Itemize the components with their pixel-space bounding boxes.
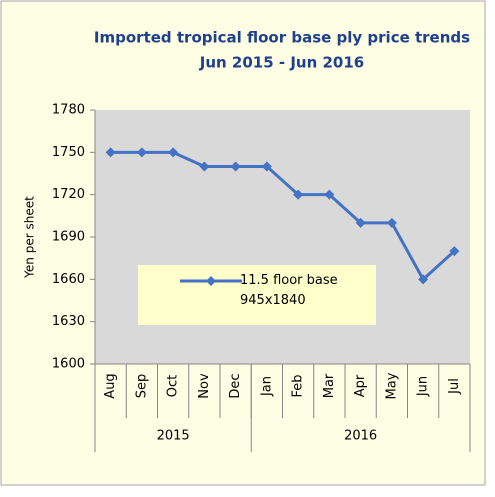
- legend-swatch: [180, 276, 242, 286]
- y-tick-label: 1660: [52, 272, 85, 287]
- data-point: [418, 274, 429, 285]
- y-tick-label: 1780: [52, 103, 85, 118]
- y-axis-label: Yen per sheet: [23, 196, 37, 279]
- series-line: [110, 150, 456, 282]
- x-tick-label: Oct: [166, 375, 181, 397]
- x-tick-label: Dec: [228, 373, 243, 398]
- y-tick-label: 1750: [52, 145, 85, 160]
- y-tick-label: 1690: [52, 230, 85, 245]
- x-tick-label: Feb: [291, 374, 306, 397]
- x-tick-label: Aug: [103, 373, 118, 398]
- x-tick-label: Sep: [134, 374, 149, 399]
- x-tick-label: Jan: [259, 376, 274, 397]
- legend: 11.5 floor base 945x1840: [138, 265, 376, 325]
- data-point: [168, 147, 179, 158]
- data-point: [261, 161, 272, 172]
- group-label: 2016: [344, 429, 377, 444]
- legend-label: 11.5 floor base 945x1840: [240, 273, 338, 308]
- data-point: [293, 189, 304, 200]
- plot-area: [95, 110, 470, 364]
- x-tick-label: Jun: [416, 376, 431, 397]
- data-point: [386, 217, 397, 228]
- x-tick-label: Apr: [353, 374, 368, 397]
- y-tick-label: 1720: [52, 187, 85, 202]
- y-tick-label: 1600: [52, 357, 85, 372]
- x-tick-label: Nov: [197, 373, 212, 399]
- chart-subtitle: Jun 2015 - Jun 2016: [199, 54, 365, 72]
- y-tick-label: 1630: [52, 314, 85, 329]
- data-point: [449, 246, 460, 257]
- x-tick-label: May: [384, 372, 399, 399]
- x-tick-label: Jul: [447, 378, 462, 395]
- legend-marker: [206, 276, 216, 286]
- data-point: [355, 217, 366, 228]
- data-point: [105, 147, 116, 158]
- x-tick-label: Mar: [322, 373, 337, 398]
- data-point: [230, 161, 241, 172]
- data-point: [324, 189, 335, 200]
- chart-title: Imported tropical floor base ply price t…: [94, 29, 470, 47]
- group-label: 2015: [157, 429, 190, 444]
- data-point: [136, 147, 147, 158]
- data-point: [199, 161, 210, 172]
